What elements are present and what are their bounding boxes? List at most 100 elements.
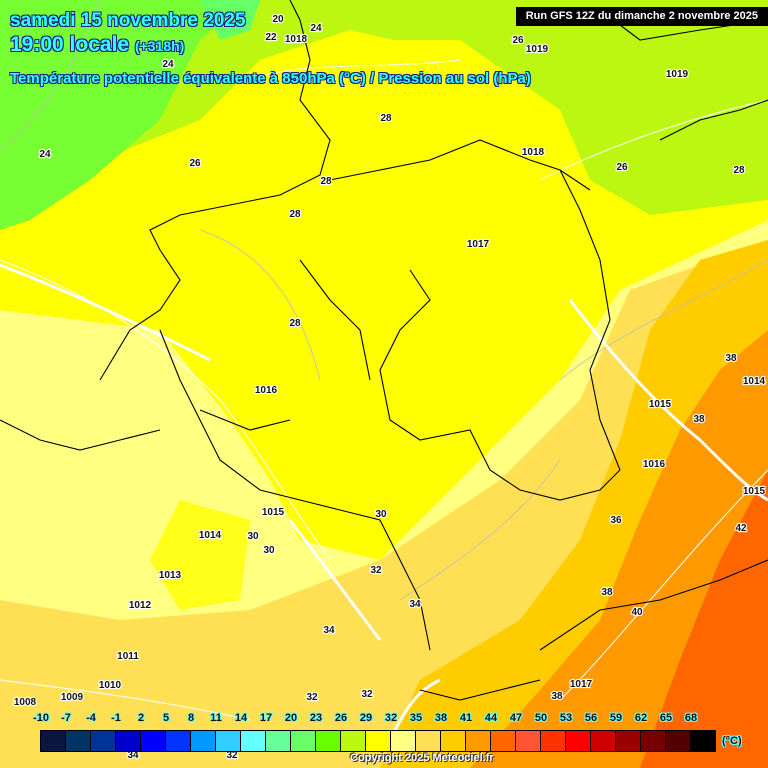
legend-swatch: [616, 731, 641, 751]
legend-swatch: [466, 731, 491, 751]
legend-tick: 32: [384, 712, 398, 724]
legend-tick: -10: [33, 712, 49, 724]
legend-swatch: [191, 731, 216, 751]
pressure-label: 1019: [666, 69, 689, 80]
zone-green: [0, 0, 250, 230]
copyright: Copyright 2025 Meteociel.fr: [350, 752, 494, 764]
legend-swatch: [116, 731, 141, 751]
parameter-title: Température potentielle équivalente à 85…: [10, 70, 531, 87]
temperature-label: 32: [226, 750, 238, 761]
local-time: 19:00 locale: [10, 33, 130, 56]
pressure-label: 1019: [526, 44, 549, 55]
zone-green-light: [200, 0, 260, 40]
zone-yellow-core: [290, 40, 590, 220]
legend-tick: 17: [259, 712, 273, 724]
legend-tick: 53: [559, 712, 573, 724]
legend-tick: 2: [137, 712, 145, 724]
temperature-label: 20: [272, 14, 284, 25]
temperature-label: 28: [289, 209, 301, 220]
legend-swatch: [366, 731, 391, 751]
zone-deep-orange: [640, 470, 768, 768]
pressure-label: 1017: [467, 239, 490, 250]
legend-swatch: [141, 731, 166, 751]
temperature-label: 38: [601, 587, 613, 598]
legend-tick: -1: [111, 712, 121, 724]
temperature-label: 28: [380, 113, 392, 124]
legend-tick: -7: [61, 712, 71, 724]
legend-swatch: [91, 731, 116, 751]
isobars: [0, 59, 768, 721]
pressure-label: 1013: [159, 570, 182, 581]
legend-tick: 26: [334, 712, 348, 724]
temperature-label: 32: [306, 692, 318, 703]
legend-tick: -4: [86, 712, 96, 724]
temperature-label: 42: [735, 523, 747, 534]
borders-coastlines: [0, 0, 768, 701]
legend-tick: 29: [359, 712, 373, 724]
legend-swatch: [41, 731, 66, 751]
legend-swatch: [591, 731, 616, 751]
temperature-label: 26: [512, 35, 524, 46]
legend-swatch: [441, 731, 466, 751]
pressure-label: 1008: [14, 697, 37, 708]
temperature-label: 28: [320, 176, 332, 187]
legend-tick: 44: [484, 712, 498, 724]
legend-swatch: [66, 731, 91, 751]
legend-unit: (°C): [722, 735, 742, 747]
legend-tick: 56: [584, 712, 598, 724]
temperature-label: 32: [361, 689, 373, 700]
legend-swatch: [241, 731, 266, 751]
temperature-label: 22: [265, 32, 277, 43]
legend-swatch: [566, 731, 591, 751]
legend-tick: 35: [409, 712, 423, 724]
temperature-label: 26: [189, 158, 201, 169]
temperature-label: 36: [610, 515, 622, 526]
legend-swatch: [216, 731, 241, 751]
pressure-label: 1017: [570, 679, 593, 690]
legend-swatch: [291, 731, 316, 751]
pressure-label: 1014: [199, 530, 222, 541]
legend-tick: 47: [509, 712, 523, 724]
legend-tick: 50: [534, 712, 548, 724]
temperature-label: 24: [310, 23, 322, 34]
legend-swatch: [666, 731, 691, 751]
legend-tick: 5: [162, 712, 170, 724]
pressure-labels: 1018 1019 1019 1018 1017 1016 1015 1014 1016 1015…: [13, 33, 767, 709]
temperature-label: 34: [409, 599, 421, 610]
legend-tick: 38: [434, 712, 448, 724]
legend-swatch: [691, 731, 715, 751]
pressure-label: 1011: [117, 651, 139, 662]
pressure-label: 1009: [61, 692, 84, 703]
legend-swatch: [516, 731, 541, 751]
temperature-label: 34: [127, 750, 139, 761]
zone-yellow-band-west: [150, 500, 250, 610]
temperature-label: 32: [370, 565, 382, 576]
lead-time: (+318h): [134, 38, 185, 54]
pressure-label: 1016: [643, 459, 666, 470]
temperature-label: 28: [289, 318, 301, 329]
pressure-label: 1010: [99, 680, 122, 691]
legend-swatch: [166, 731, 191, 751]
temperature-label: 24: [39, 149, 51, 160]
temperature-label: 28: [733, 165, 745, 176]
color-legend: [40, 730, 716, 752]
legend-swatch: [266, 731, 291, 751]
temperature-label: 24: [162, 59, 174, 70]
legend-tick: 20: [284, 712, 298, 724]
temperature-label: 38: [693, 414, 705, 425]
temperature-label: 26: [616, 162, 628, 173]
pressure-label: 1018: [285, 34, 308, 45]
forecast-date: samedi 15 novembre 2025: [10, 10, 246, 31]
legend-tick: 23: [309, 712, 323, 724]
legend-swatch: [491, 731, 516, 751]
legend-tick: 11: [210, 712, 222, 724]
pressure-label: 1015: [649, 399, 672, 410]
temperature-label: 38: [725, 353, 737, 364]
temperature-label: 38: [551, 691, 563, 702]
legend-tick: 41: [459, 712, 473, 724]
pressure-label: 1016: [255, 385, 278, 396]
isotherms: [0, 0, 768, 601]
temperature-label: 30: [247, 531, 259, 542]
